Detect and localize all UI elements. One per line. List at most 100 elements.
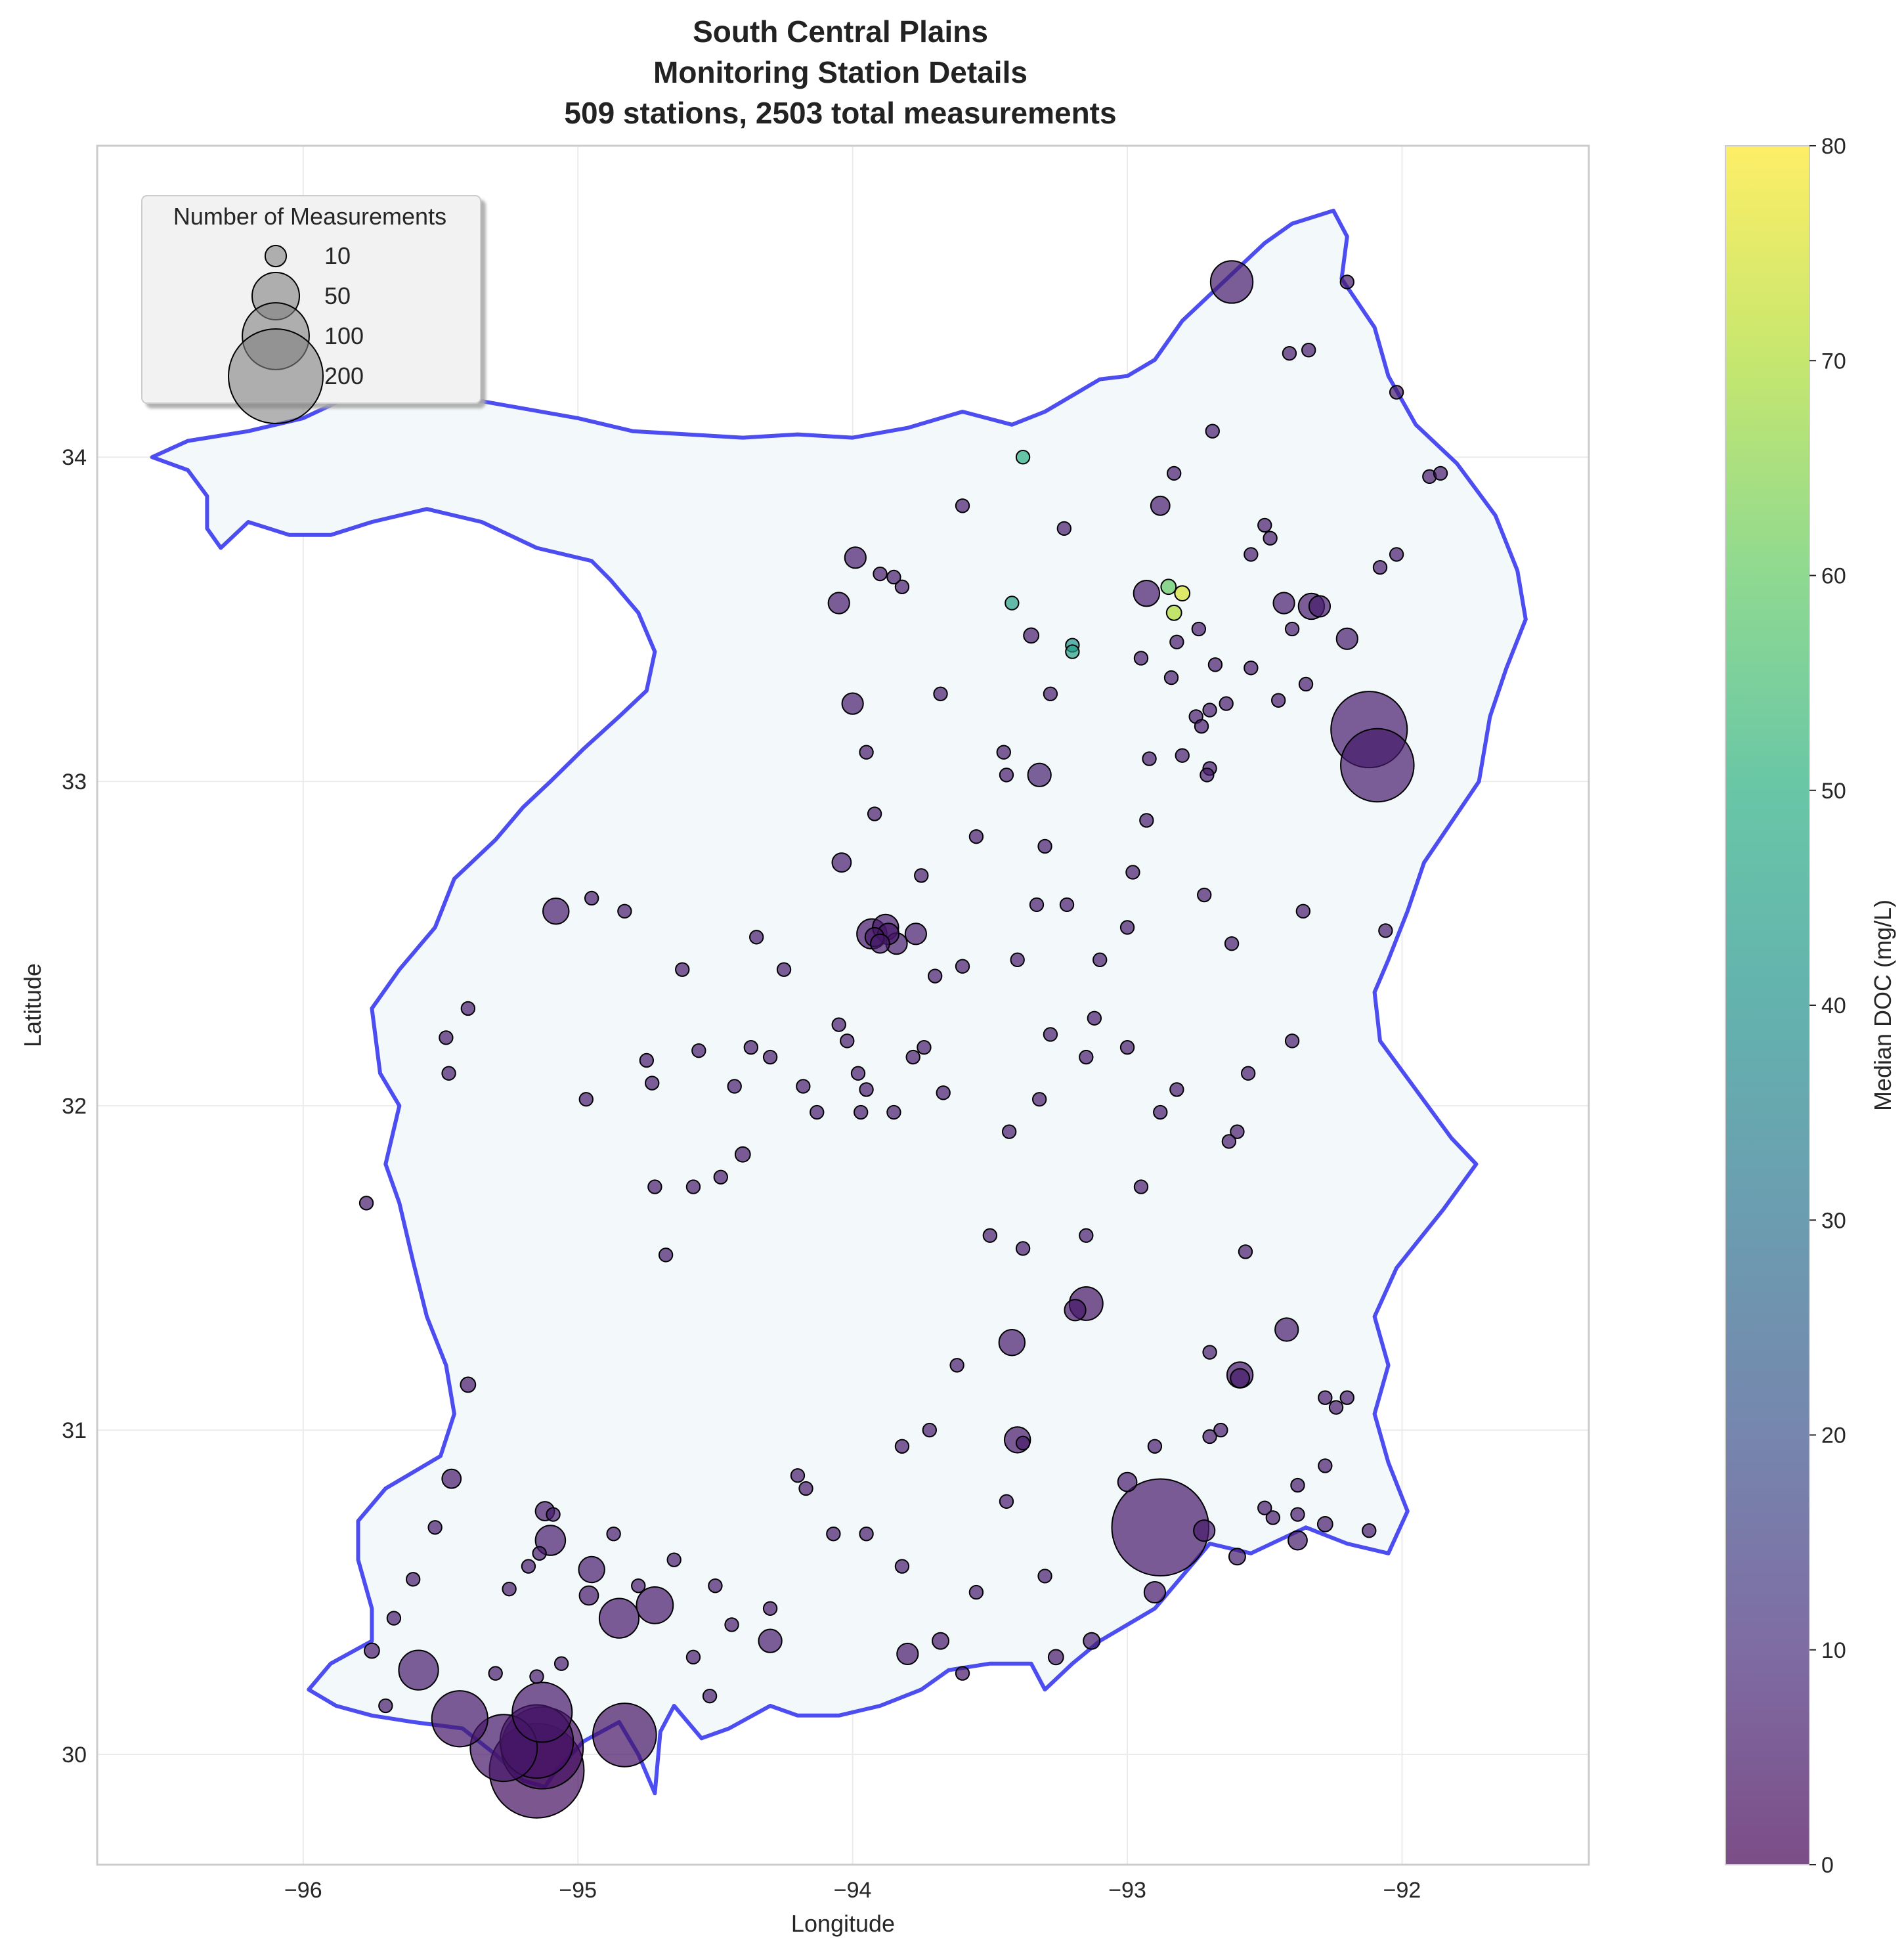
station-marker (873, 566, 888, 582)
station-marker (1143, 1580, 1167, 1604)
station-marker (1200, 768, 1215, 783)
station-marker (831, 1017, 846, 1032)
station-marker (598, 1597, 640, 1639)
station-marker (886, 1104, 901, 1120)
station-marker (1209, 260, 1254, 304)
station-marker (1257, 517, 1272, 533)
station-marker (743, 1040, 759, 1055)
station-markers (358, 260, 1448, 1819)
station-marker (1230, 1368, 1251, 1389)
legend-title: Number of Measurements (173, 203, 446, 230)
station-marker (691, 1043, 706, 1058)
station-marker (1175, 748, 1190, 763)
region-boundary (150, 208, 1528, 1796)
station-marker (1165, 604, 1182, 621)
station-marker (1001, 1124, 1017, 1139)
station-marker (1282, 345, 1297, 361)
station-marker (841, 692, 864, 715)
plot-frame (96, 144, 1590, 1866)
station-marker (998, 1329, 1026, 1357)
station-marker (905, 1049, 920, 1065)
station-marker (578, 1555, 605, 1584)
station-marker (1160, 578, 1177, 596)
legend-entry-label: 50 (324, 282, 351, 309)
chart-title-line-2: Monitoring Station Details (653, 55, 1028, 89)
station-marker (727, 1079, 742, 1094)
station-marker (639, 1053, 655, 1068)
station-marker (1284, 1033, 1300, 1049)
station-marker (441, 1066, 456, 1081)
x-tick-label: −93 (1108, 1878, 1146, 1903)
station-marker (762, 1601, 778, 1616)
colorbar-tick-label: 50 (1821, 779, 1846, 804)
station-marker (1197, 887, 1212, 903)
station-marker (1318, 1458, 1333, 1473)
legend-size-marker (264, 244, 288, 268)
station-marker (1238, 1244, 1253, 1259)
station-marker (859, 745, 874, 760)
station-marker (1284, 621, 1300, 637)
station-marker (1093, 952, 1108, 968)
station-marker (1079, 1228, 1094, 1243)
station-marker (1163, 670, 1179, 685)
legend-entry-label: 200 (324, 362, 364, 389)
station-marker (1064, 1299, 1087, 1322)
station-marker (968, 1584, 984, 1600)
station-marker (831, 852, 852, 873)
station-marker (859, 1082, 874, 1097)
station-marker (1340, 727, 1415, 803)
station-marker (1433, 466, 1448, 481)
station-marker (1193, 1519, 1216, 1542)
station-marker (529, 1669, 544, 1684)
station-marker (1263, 531, 1278, 546)
y-axis-label: Latitude (19, 963, 46, 1047)
station-marker (460, 1376, 477, 1393)
legend-entry-label: 100 (324, 322, 364, 349)
station-marker (606, 1526, 621, 1542)
station-marker (647, 1179, 662, 1194)
station-marker (867, 806, 882, 821)
station-marker (796, 1079, 811, 1094)
station-marker (386, 1611, 402, 1626)
station-marker (1228, 1548, 1246, 1566)
station-marker (982, 1228, 998, 1243)
station-marker (1194, 719, 1209, 734)
x-tick-label: −92 (1383, 1878, 1421, 1903)
station-marker (1125, 865, 1140, 880)
station-marker (955, 498, 970, 513)
station-marker (1290, 1507, 1305, 1522)
station-marker (936, 1085, 951, 1100)
station-marker (1378, 923, 1393, 938)
station-marker (1316, 1515, 1333, 1532)
station-marker (631, 1578, 646, 1594)
station-marker (955, 959, 970, 974)
x-axis-ticks: −96 −95 −94 −93 −92 (284, 1878, 1421, 1903)
legend-entries: 10 50 100 200 (228, 242, 364, 424)
station-marker (894, 579, 910, 594)
station-marker (798, 1481, 813, 1496)
station-marker (1287, 1530, 1308, 1551)
station-marker (1083, 1632, 1101, 1650)
station-marker (1037, 838, 1052, 854)
station-marker (927, 968, 943, 984)
x-tick-label: −95 (559, 1878, 597, 1903)
station-marker (1328, 1400, 1344, 1415)
station-marker (894, 1559, 910, 1574)
station-marker (870, 933, 890, 954)
station-marker (1301, 343, 1316, 358)
y-axis-ticks: 30 31 32 33 34 (62, 445, 87, 1768)
colorbar-tick-label: 40 (1821, 993, 1846, 1018)
station-marker (364, 1642, 380, 1659)
colorbar-tick-label: 70 (1821, 349, 1846, 374)
station-marker (1389, 385, 1404, 400)
station-marker (617, 903, 632, 919)
station-marker (762, 1049, 778, 1065)
station-marker (666, 1552, 682, 1567)
station-marker (1015, 1435, 1031, 1451)
station-marker (578, 1092, 594, 1107)
station-marker (511, 1682, 573, 1743)
chart-title-line-1: South Central Plains (693, 14, 988, 49)
colorbar-tick-label: 10 (1821, 1638, 1846, 1663)
station-marker (840, 1033, 855, 1049)
station-marker (405, 1572, 421, 1587)
